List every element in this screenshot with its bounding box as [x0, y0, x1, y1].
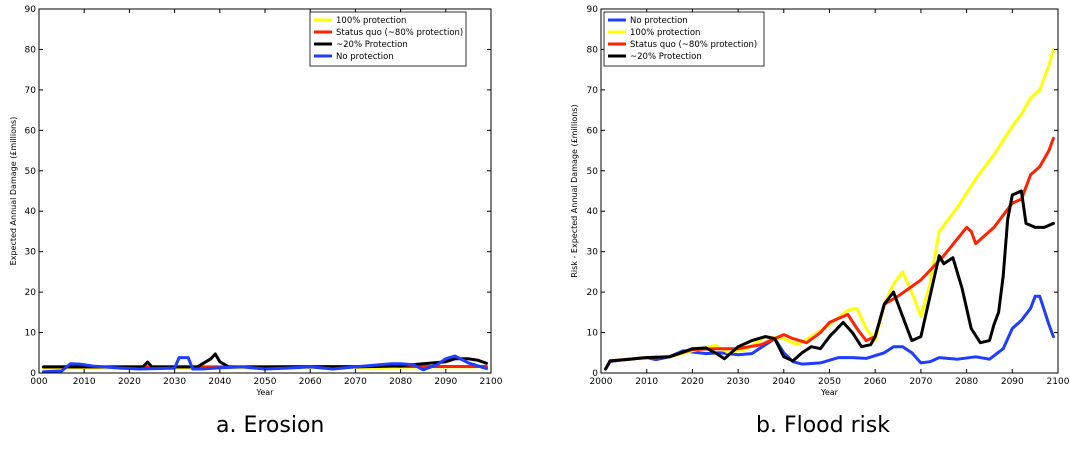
caption-erosion: a. Erosion: [216, 413, 325, 438]
legend-label-no-protection: No protection: [630, 16, 688, 26]
y-tick-label: 30: [25, 248, 37, 258]
y-tick-label: 50: [587, 167, 599, 177]
y-axis-label: Risk - Expected Annual Damage (£millions…: [570, 104, 579, 277]
caption-flood-risk: b. Flood risk: [756, 413, 890, 438]
x-tick-label: 2050: [818, 377, 841, 387]
legend-label-no-protection: No protection: [336, 52, 394, 62]
x-tick-label: 000: [30, 377, 47, 387]
flood-risk-chart: 2000 2010 2020 2030 2040 2050 2060 2070 2080 2090…: [570, 5, 1070, 397]
x-tick-label: 2020: [118, 377, 141, 387]
x-tick-label: 2090: [434, 377, 457, 387]
series-line-20-protection: [42, 352, 488, 369]
x-tick-label: 2040: [772, 377, 795, 387]
y-tick-label: 0: [30, 369, 36, 379]
x-tick-label: 2060: [864, 377, 887, 387]
x-tick-label: 2090: [1001, 377, 1024, 387]
legend-label-20-protection: ~20% Protection: [336, 40, 408, 50]
y-tick-label: 80: [25, 45, 37, 55]
y-tick-label: 50: [25, 167, 37, 177]
legend-box: [309, 11, 467, 67]
y-tick-label: 40: [587, 207, 599, 217]
x-tick-label: 2030: [727, 377, 750, 387]
x-axis-label: Year: [820, 388, 839, 397]
y-tick-label: 20: [25, 288, 37, 298]
y-tick-label: 30: [587, 248, 599, 258]
y-axis-label: Expected Annual Damage (£millions): [9, 117, 18, 266]
y-tick-label: 80: [587, 45, 599, 55]
x-tick-label: 2000: [590, 377, 613, 387]
y-tick-label: 90: [587, 5, 599, 15]
erosion-chart: 000 2010 2020 2030 2040 2050 2060 2070 2080 2090 2…: [9, 5, 503, 397]
y-tick-label: 20: [587, 288, 599, 298]
legend-label-20-protection: ~20% Protection: [630, 52, 702, 62]
y-tick-label: 10: [25, 329, 37, 339]
x-tick-label: 2010: [73, 377, 96, 387]
y-tick-label: 60: [587, 126, 599, 136]
legend: 100% protection Status quo (~80% protecti…: [309, 11, 467, 67]
x-tick-label: 2060: [299, 377, 322, 387]
x-axis-label: Year: [256, 388, 275, 397]
y-tick-label: 40: [25, 207, 37, 217]
x-tick-label: 2100: [1047, 377, 1070, 387]
x-tick-label: 2070: [909, 377, 932, 387]
y-tick-label: 60: [25, 126, 37, 136]
x-tick-label: 2040: [208, 377, 231, 387]
y-tick-label: 90: [25, 5, 37, 15]
x-tick-label: 2020: [681, 377, 704, 387]
series-line-no-protection: [604, 294, 1055, 371]
x-tick-label: 2010: [635, 377, 658, 387]
legend-box: [603, 11, 765, 67]
x-tick-label: 2080: [955, 377, 978, 387]
legend-label-100-protection: 100% protection: [336, 16, 406, 26]
x-tick-label: 2050: [254, 377, 277, 387]
y-tick-label: 10: [587, 329, 599, 339]
y-tick-label: 70: [25, 86, 37, 96]
x-tick-label: 2100: [480, 377, 503, 387]
legend-label-status-quo-80-protection: Status quo (~80% protection): [336, 28, 463, 38]
legend: No protection 100% protection Status quo (…: [603, 11, 765, 67]
x-tick-label: 2070: [344, 377, 367, 387]
legend-label-100-protection: 100% protection: [630, 28, 700, 38]
y-tick-label: 70: [587, 86, 599, 96]
legend-label-status-quo-80-protection: Status quo (~80% protection): [630, 40, 757, 50]
series-line-20-protection: [604, 189, 1055, 371]
y-tick-label: 0: [592, 369, 598, 379]
series-line-no-protection: [42, 354, 488, 373]
x-tick-label: 2030: [163, 377, 186, 387]
x-tick-label: 2080: [389, 377, 412, 387]
series-line-status-quo-80-protection: [604, 136, 1055, 371]
